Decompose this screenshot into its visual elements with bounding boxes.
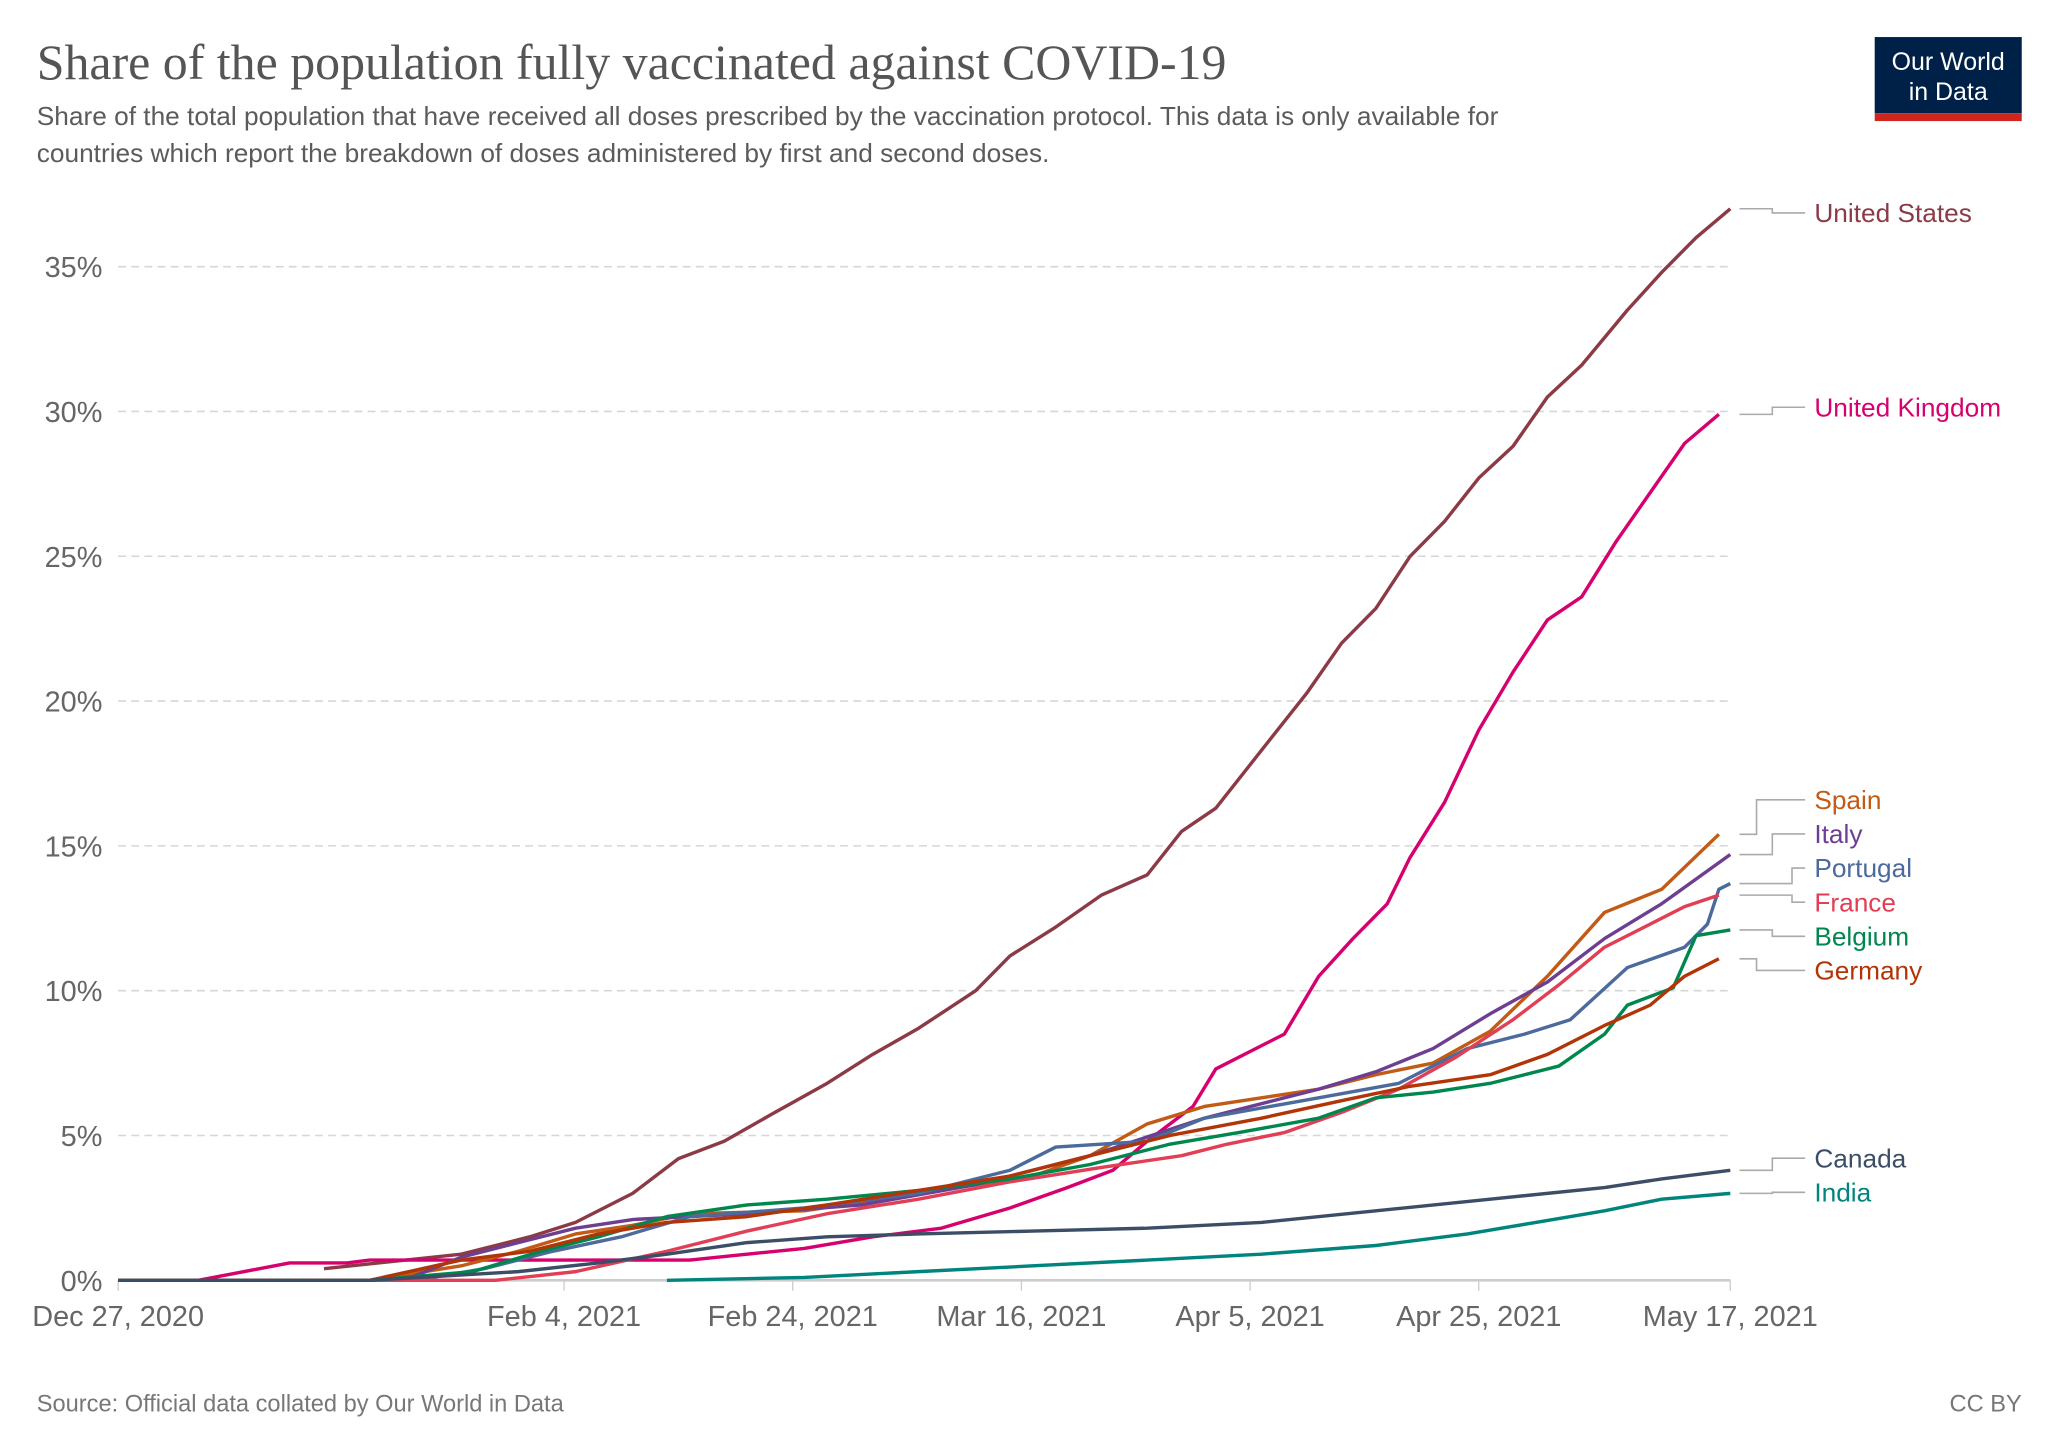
label-connector	[1739, 894, 1806, 903]
x-tick-label: May 17, 2021	[1643, 1301, 1818, 1333]
series-label: Canada	[1814, 1143, 1906, 1173]
y-axis: 0% 5% 10% 15% 20% 25% 30% 35%	[45, 252, 103, 1298]
y-tick-label: 0%	[61, 1266, 103, 1298]
logo-text-line1: Our World	[1892, 48, 2005, 76]
series-label: Italy	[1814, 819, 1863, 849]
x-tick-label: Feb 4, 2021	[487, 1301, 641, 1333]
y-tick-label: 20%	[45, 687, 103, 719]
chart-subtitle-line1: Share of the total population that have …	[37, 101, 1499, 131]
series-label: France	[1814, 887, 1896, 917]
label-connector	[1739, 406, 1806, 416]
label-connector	[1739, 1191, 1806, 1195]
series-line-france	[118, 893, 1720, 1282]
series-line-germany	[118, 957, 1720, 1282]
label-connector	[1739, 867, 1806, 885]
x-tick-label: Dec 27, 2020	[32, 1301, 204, 1333]
x-axis: Dec 27, 2020 Feb 4, 2021 Feb 24, 2021 Mar 1…	[32, 1278, 1818, 1333]
x-tick-label: Mar 16, 2021	[936, 1301, 1106, 1333]
label-connector	[1739, 799, 1806, 836]
series-label: United Kingdom	[1814, 392, 2001, 422]
gridlines	[118, 265, 1731, 1137]
x-tick-label: Apr 5, 2021	[1175, 1301, 1324, 1333]
y-tick-label: 15%	[45, 831, 103, 863]
x-tick-label: Apr 25, 2021	[1396, 1301, 1561, 1333]
label-connector	[1739, 1157, 1806, 1172]
x-tick-label: Feb 24, 2021	[708, 1301, 878, 1333]
series-line-united-states	[323, 207, 1732, 1271]
chart-title: Share of the population fully vaccinated…	[37, 35, 1227, 90]
series-lines	[118, 207, 1732, 1282]
series-line-belgium	[118, 928, 1731, 1282]
logo-red-bar	[1874, 113, 2022, 122]
series-line-spain	[118, 833, 1721, 1282]
series-line-united-kingdom	[118, 413, 1720, 1282]
series-label: United States	[1814, 198, 1972, 228]
label-connector	[1739, 957, 1806, 972]
series-line-india	[666, 1191, 1731, 1282]
y-tick-label: 35%	[45, 252, 103, 284]
series-line-italy	[118, 853, 1732, 1282]
y-tick-label: 25%	[45, 542, 103, 574]
y-tick-label: 30%	[45, 397, 103, 429]
series-labels: United States United Kingdom Spain Italy Por…	[1739, 198, 2001, 1208]
series-line-canada	[118, 1168, 1731, 1282]
series-label: Portugal	[1814, 853, 1912, 883]
logo-text-line2: in Data	[1909, 78, 1988, 106]
logo-background	[1874, 37, 2022, 114]
label-connector	[1739, 207, 1806, 214]
owid-logo[interactable]: Our World in Data	[1874, 37, 2022, 122]
label-connector	[1739, 833, 1806, 856]
license-note[interactable]: CC BY	[1950, 1392, 2022, 1418]
series-label: Spain	[1814, 785, 1881, 815]
series-line-portugal	[118, 882, 1732, 1282]
y-tick-label: 5%	[61, 1121, 103, 1153]
series-label: Germany	[1814, 956, 1923, 986]
series-label: Belgium	[1814, 922, 1909, 952]
series-label: India	[1814, 1178, 1871, 1208]
source-note: Source: Official data collated by Our Wo…	[37, 1392, 565, 1418]
label-connector	[1739, 929, 1806, 938]
chart-subtitle-line2: countries which report the breakdown of …	[37, 138, 1050, 168]
y-tick-label: 10%	[45, 976, 103, 1008]
